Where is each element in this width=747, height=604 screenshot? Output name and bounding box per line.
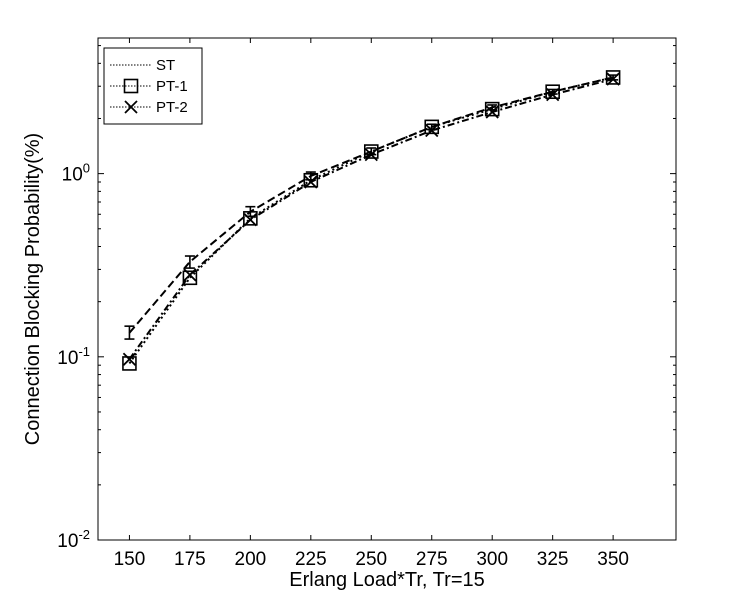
square-marker xyxy=(484,101,500,117)
series-line xyxy=(128,78,614,360)
x-marker-stroke xyxy=(425,123,439,138)
error-bar xyxy=(124,325,135,340)
x-marker-stroke xyxy=(485,105,499,119)
x-tick-label: 200 xyxy=(235,549,267,570)
legend-x-marker xyxy=(124,100,138,114)
x-marker-stroke xyxy=(122,352,137,366)
y-axis-label: Connection Blocking Probability(%) xyxy=(22,133,44,445)
x-marker-stroke xyxy=(364,147,378,162)
square-marker xyxy=(424,119,440,135)
legend-item-pt-2: PT-2 xyxy=(110,99,188,116)
plot-frame xyxy=(97,37,677,541)
x-tick-label: 175 xyxy=(174,549,206,570)
x-marker xyxy=(485,105,499,119)
x-marker xyxy=(122,352,137,366)
square-marker xyxy=(182,270,198,286)
ticks: 150 175 200 225 250 275 300 325 350 10-2 10-1 100 xyxy=(57,38,676,570)
x-marker xyxy=(546,87,560,102)
x-marker xyxy=(183,268,197,282)
legend-label: PT-2 xyxy=(156,99,188,116)
x-marker-stroke xyxy=(183,268,197,282)
x-marker xyxy=(606,72,620,86)
square-marker xyxy=(605,70,621,85)
legend: ST PT-1 PT-2 xyxy=(103,47,203,125)
x-marker xyxy=(364,147,378,162)
x-tick-label: 225 xyxy=(295,549,327,570)
x-axis-label: Erlang Load*Tr, Tr=15 xyxy=(289,569,485,591)
x-marker-stroke xyxy=(546,87,560,102)
x-tick-label: 350 xyxy=(597,549,629,570)
square-marker xyxy=(122,356,137,371)
x-marker-stroke xyxy=(124,100,138,114)
y-tick-label: 100 xyxy=(62,161,90,186)
series-pt-2 xyxy=(122,72,620,366)
x-tick-label: 300 xyxy=(476,549,508,570)
x-tick-label: 250 xyxy=(355,549,387,570)
x-marker-stroke xyxy=(243,213,257,227)
x-marker xyxy=(304,175,318,189)
square-marker xyxy=(545,84,560,100)
error-bar xyxy=(184,255,195,269)
series-pt-1 xyxy=(122,70,621,371)
legend-item-pt-1: PT-1 xyxy=(110,78,188,95)
x-tick-label: 150 xyxy=(114,549,146,570)
y-tick-label: 10-1 xyxy=(57,344,90,369)
x-marker xyxy=(243,213,257,227)
legend-item-st: ST xyxy=(110,57,175,74)
square-marker xyxy=(243,211,258,226)
legend-label: ST xyxy=(156,57,175,74)
x-marker-stroke xyxy=(304,175,318,189)
y-tick-label: 10-2 xyxy=(57,527,90,552)
square-marker xyxy=(303,172,319,188)
x-tick-label: 325 xyxy=(537,549,569,570)
x-marker-stroke xyxy=(606,72,620,86)
x-tick-label: 275 xyxy=(416,549,448,570)
data-layer xyxy=(122,70,621,371)
x-marker xyxy=(425,123,439,138)
legend-square-marker xyxy=(123,78,139,94)
legend-label: PT-1 xyxy=(156,78,188,95)
